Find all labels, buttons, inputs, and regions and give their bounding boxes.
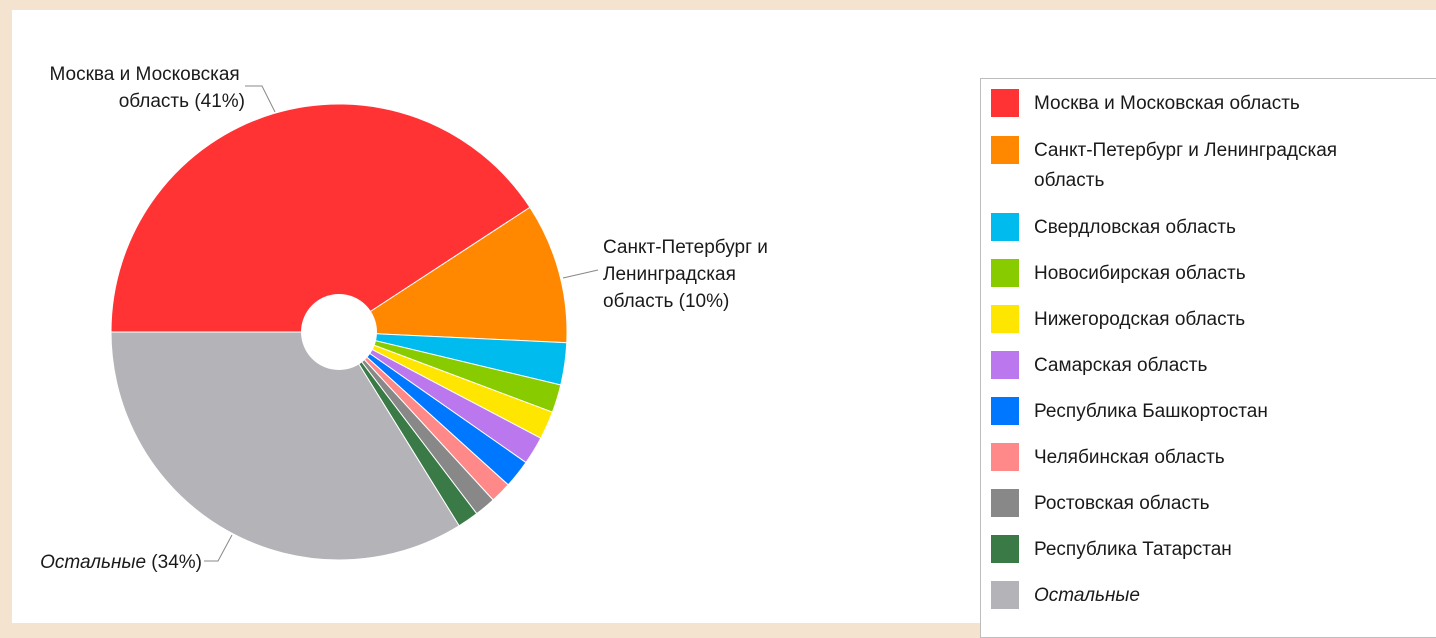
legend-item: Ростовская область [991, 489, 1384, 519]
legend-label-line: область [1034, 170, 1105, 191]
pie-chart: Москва и Московская область (41%) Санкт-… [40, 64, 773, 573]
legend-item: Республика Татарстан [991, 535, 1384, 565]
legend-swatch [991, 89, 1019, 117]
callout-label-other: Остальные (34%) [40, 552, 202, 573]
legend-label: Остальные [1034, 581, 1384, 611]
legend-item: Свердловская область [991, 213, 1384, 243]
legend-label-line: Москва и Московская область [1034, 93, 1300, 114]
legend-label: Республика Татарстан [1034, 535, 1384, 565]
legend-swatch [991, 397, 1019, 425]
legend-swatch [991, 443, 1019, 471]
legend-swatch [991, 259, 1019, 287]
legend-label-line: Остальные [1034, 585, 1140, 606]
legend-label: Челябинская область [1034, 443, 1384, 473]
callout-label-spb: Санкт-Петербург и Ленинградская область … [603, 237, 773, 312]
pie-slice [110, 103, 531, 333]
legend-label: Республика Башкортостан [1034, 397, 1384, 427]
pie-slices [110, 103, 568, 561]
pie-slice [337, 206, 568, 344]
legend-item: Санкт-Петербург и Ленинградская область [991, 136, 1384, 196]
legend-item: Челябинская область [991, 443, 1384, 473]
callout-label-spb-line2: Ленинградская [603, 264, 736, 285]
callout-label-other-name: Остальные [40, 552, 146, 573]
legend-swatch [991, 535, 1019, 563]
legend-label-line: Новосибирская область [1034, 263, 1246, 284]
legend-swatch [991, 305, 1019, 333]
legend-item: Остальные [991, 581, 1384, 611]
callout-label-moscow-line1: Москва и Московская [50, 64, 240, 85]
legend-swatch [991, 213, 1019, 241]
legend-item: Нижегородская область [991, 305, 1384, 335]
legend-label-line: Республика Башкортостан [1034, 401, 1268, 422]
legend-label-line: Республика Татарстан [1034, 539, 1232, 560]
legend-label: Самарская область [1034, 351, 1384, 381]
legend-label: Москва и Московская область [1034, 89, 1384, 119]
legend-label-line: Ростовская область [1034, 493, 1210, 514]
legend-label-line: Самарская область [1034, 355, 1208, 376]
callout-label-moscow: Москва и Московская область (41%) [50, 64, 246, 112]
legend-item: Новосибирская область [991, 259, 1384, 289]
legend-label: Ростовская область [1034, 489, 1384, 519]
legend-label: Свердловская область [1034, 213, 1384, 243]
legend: Москва и Московская область Санкт-Петерб… [980, 78, 1436, 638]
legend-item: Москва и Московская область [991, 89, 1384, 119]
callout-label-spb-line3: область (10%) [603, 291, 729, 312]
legend-label: Новосибирская область [1034, 259, 1384, 289]
callout-label-spb-line1: Санкт-Петербург и [603, 237, 768, 258]
legend-label-line: Свердловская область [1034, 217, 1236, 238]
legend-label: Нижегородская область [1034, 305, 1384, 335]
legend-swatch [991, 351, 1019, 379]
legend-label-line: Челябинская область [1034, 447, 1225, 468]
legend-swatch [991, 136, 1019, 164]
callout-label-other-percent: (34%) [146, 552, 202, 573]
callout-line-other [204, 534, 233, 562]
legend-label-line: Санкт-Петербург и Ленинградская [1034, 140, 1338, 161]
legend-item: Самарская область [991, 351, 1384, 381]
legend-label: Санкт-Петербург и Ленинградская область [1034, 136, 1384, 196]
legend-swatch [991, 489, 1019, 517]
callout-label-moscow-line2: область (41%) [119, 91, 245, 112]
legend-label-line: Нижегородская область [1034, 309, 1246, 330]
callout-line-moscow [245, 85, 276, 113]
legend-swatch [991, 581, 1019, 609]
legend-item: Республика Башкортостан [991, 397, 1384, 427]
pie-center-hole [301, 294, 377, 370]
callout-line-spb [562, 269, 599, 279]
pie-slice [110, 331, 460, 561]
